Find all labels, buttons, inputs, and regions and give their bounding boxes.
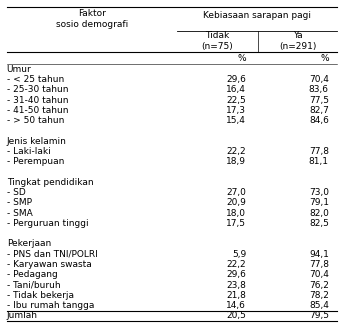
Text: - Tani/buruh: - Tani/buruh (7, 280, 61, 290)
Text: - Laki-laki: - Laki-laki (7, 147, 50, 156)
Text: 82,0: 82,0 (309, 209, 329, 218)
Text: 70,4: 70,4 (309, 270, 329, 279)
Text: 83,6: 83,6 (309, 85, 329, 94)
Text: 27,0: 27,0 (226, 188, 246, 197)
Text: Ya
(n=291): Ya (n=291) (279, 31, 316, 52)
Text: - Perguruan tinggi: - Perguruan tinggi (7, 219, 88, 228)
Text: 15,4: 15,4 (226, 116, 246, 125)
Text: Pekerjaan: Pekerjaan (7, 239, 51, 249)
Text: 79,1: 79,1 (309, 198, 329, 208)
Text: %: % (237, 54, 246, 63)
Text: Tidak
(n=75): Tidak (n=75) (202, 31, 233, 52)
Text: 22,2: 22,2 (226, 260, 246, 269)
Text: - Pedagang: - Pedagang (7, 270, 57, 279)
Text: 20,5: 20,5 (226, 311, 246, 320)
Text: 78,2: 78,2 (309, 291, 329, 300)
Text: - Tidak bekerja: - Tidak bekerja (7, 291, 74, 300)
Text: 29,6: 29,6 (226, 75, 246, 84)
Text: 77,5: 77,5 (309, 96, 329, 105)
Text: Kebiasaan sarapan pagi: Kebiasaan sarapan pagi (203, 11, 311, 20)
Text: - > 50 tahun: - > 50 tahun (7, 116, 64, 125)
Text: 70,4: 70,4 (309, 75, 329, 84)
Text: 77,8: 77,8 (309, 260, 329, 269)
Text: Jumlah: Jumlah (7, 311, 38, 320)
Text: 79,5: 79,5 (309, 311, 329, 320)
Text: 85,4: 85,4 (309, 301, 329, 310)
Text: 81,1: 81,1 (309, 157, 329, 166)
Text: 82,7: 82,7 (309, 106, 329, 115)
Text: - < 25 tahun: - < 25 tahun (7, 75, 64, 84)
Text: - SMP: - SMP (7, 198, 32, 208)
Text: Jenis kelamin: Jenis kelamin (7, 137, 67, 146)
Text: - 31-40 tahun: - 31-40 tahun (7, 96, 68, 105)
Text: 17,3: 17,3 (226, 106, 246, 115)
Text: %: % (320, 54, 329, 63)
Text: Umur: Umur (7, 65, 32, 74)
Text: 73,0: 73,0 (309, 188, 329, 197)
Text: 23,8: 23,8 (226, 280, 246, 290)
Text: - 25-30 tahun: - 25-30 tahun (7, 85, 68, 94)
Text: 22,2: 22,2 (226, 147, 246, 156)
Text: 76,2: 76,2 (309, 280, 329, 290)
Text: - SMA: - SMA (7, 209, 33, 218)
Text: 17,5: 17,5 (226, 219, 246, 228)
Text: - Karyawan swasta: - Karyawan swasta (7, 260, 91, 269)
Text: 18,0: 18,0 (226, 209, 246, 218)
Text: - 41-50 tahun: - 41-50 tahun (7, 106, 68, 115)
Text: 84,6: 84,6 (309, 116, 329, 125)
Text: 20,9: 20,9 (226, 198, 246, 208)
Text: 18,9: 18,9 (226, 157, 246, 166)
Text: 16,4: 16,4 (226, 85, 246, 94)
Text: Tingkat pendidikan: Tingkat pendidikan (7, 178, 94, 187)
Text: - SD: - SD (7, 188, 26, 197)
Text: 29,6: 29,6 (226, 270, 246, 279)
Text: 5,9: 5,9 (232, 250, 246, 259)
Text: 14,6: 14,6 (226, 301, 246, 310)
Text: 21,8: 21,8 (226, 291, 246, 300)
Text: - Ibu rumah tangga: - Ibu rumah tangga (7, 301, 94, 310)
Text: - Perempuan: - Perempuan (7, 157, 64, 166)
Text: 82,5: 82,5 (309, 219, 329, 228)
Text: 94,1: 94,1 (309, 250, 329, 259)
Text: - PNS dan TNI/POLRI: - PNS dan TNI/POLRI (7, 250, 98, 259)
Text: 77,8: 77,8 (309, 147, 329, 156)
Text: 22,5: 22,5 (226, 96, 246, 105)
Text: Faktor
sosio demografi: Faktor sosio demografi (55, 9, 128, 29)
